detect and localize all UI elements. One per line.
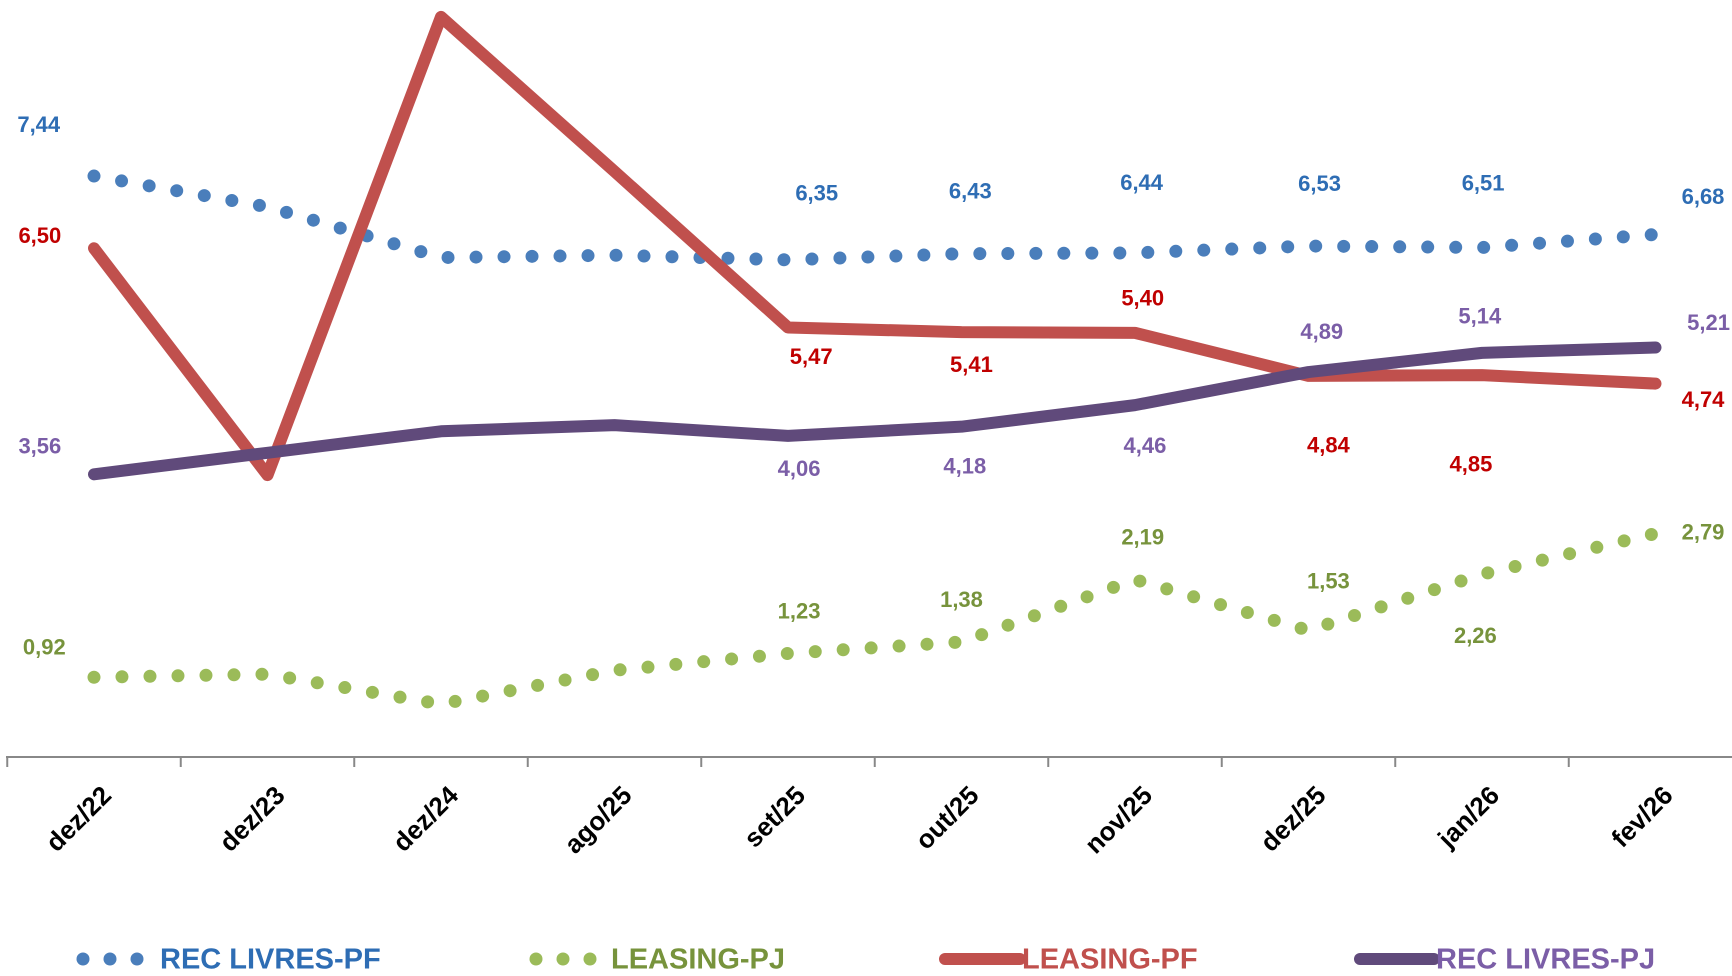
value-label: 4,85 — [1450, 452, 1493, 477]
value-label: 6,50 — [18, 223, 61, 248]
legend-marker — [556, 952, 570, 966]
value-label: 7,44 — [17, 112, 61, 137]
value-label: 4,84 — [1307, 432, 1351, 457]
value-label: 1,38 — [940, 587, 983, 612]
legend-marker — [583, 952, 597, 966]
value-label: 6,44 — [1120, 170, 1164, 195]
x-tick-label: dez/25 — [1254, 780, 1331, 857]
value-label: 6,43 — [949, 179, 992, 204]
value-label: 2,19 — [1121, 525, 1164, 550]
series-line — [88, 341, 1662, 481]
series-line — [88, 10, 1662, 482]
value-label: 1,53 — [1307, 569, 1350, 594]
x-tick-label: dez/22 — [40, 780, 117, 857]
value-label: 3,56 — [18, 434, 61, 459]
series-line — [87, 527, 1662, 711]
legend-label: LEASING-PF — [1022, 944, 1198, 976]
x-tick-label: dez/23 — [213, 780, 290, 857]
value-label: 2,26 — [1454, 623, 1497, 648]
legend-marker — [76, 952, 90, 966]
value-label: 6,35 — [795, 180, 838, 205]
x-tick-label: jan/26 — [1431, 780, 1505, 854]
legend-label: REC LIVRES-PJ — [1436, 944, 1655, 976]
value-label: 5,14 — [1458, 303, 1502, 328]
x-tick-label: nov/25 — [1079, 780, 1158, 859]
legend-marker — [529, 952, 543, 966]
value-label: 5,41 — [950, 352, 993, 377]
x-tick-label: dez/24 — [387, 780, 465, 858]
x-tick-label: out/25 — [909, 780, 984, 855]
value-label: 0,92 — [23, 634, 66, 659]
value-label: 4,89 — [1300, 319, 1343, 344]
legend-marker — [130, 952, 144, 966]
value-label: 4,06 — [778, 456, 821, 481]
value-label: 4,18 — [943, 453, 986, 478]
value-label: 4,46 — [1124, 433, 1167, 458]
value-label: 4,74 — [1682, 387, 1726, 412]
x-tick-label: fev/26 — [1605, 780, 1678, 853]
legend-marker — [103, 952, 117, 966]
legend-label: LEASING-PJ — [611, 944, 785, 976]
value-label: 5,47 — [790, 344, 833, 369]
legend-label: REC LIVRES-PF — [160, 944, 381, 976]
value-label: 1,23 — [778, 598, 821, 623]
value-label: 2,79 — [1682, 519, 1725, 544]
value-label: 5,21 — [1687, 310, 1730, 335]
value-label: 6,51 — [1462, 170, 1505, 195]
x-tick-label: set/25 — [738, 780, 811, 853]
value-label: 6,68 — [1682, 184, 1725, 209]
value-label: 6,53 — [1298, 171, 1341, 196]
value-label: 5,40 — [1121, 286, 1164, 311]
x-tick-label: ago/25 — [558, 780, 637, 859]
series-line — [87, 169, 1662, 267]
